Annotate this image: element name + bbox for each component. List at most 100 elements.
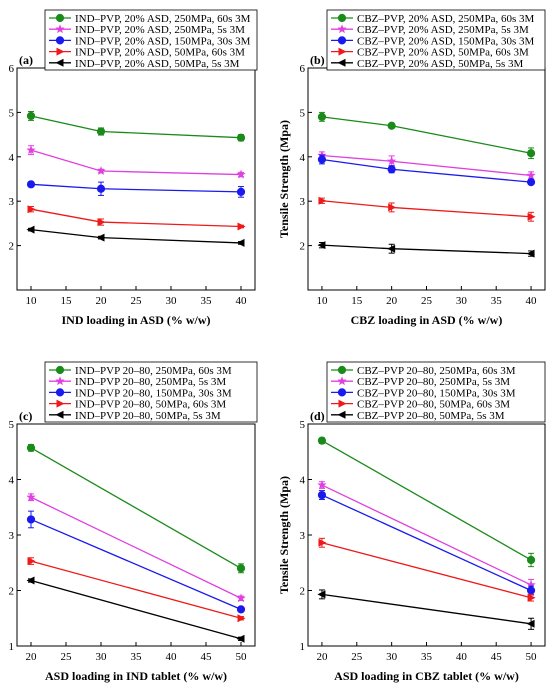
series-4 [318, 196, 536, 222]
x-tick-label: 20 [96, 295, 108, 307]
legend-marker [56, 399, 65, 408]
panel-label: (a) [19, 53, 33, 67]
plot-frame [16, 67, 256, 291]
x-tick-label: 45 [491, 651, 503, 663]
x-tick-label: 50 [526, 651, 538, 663]
legend-label: CBZ–PVP, 20% ASD, 50MPa, 60s 3M [357, 47, 529, 59]
series-1 [26, 443, 246, 574]
y-tick-label: 2 [300, 241, 306, 253]
series-line [30, 115, 242, 139]
x-tick-label: 25 [61, 651, 73, 663]
x-tick-label: 10 [26, 295, 38, 307]
data-point [96, 166, 106, 175]
x-tick-label: 25 [131, 295, 143, 307]
y-tick-label: 4 [9, 152, 15, 164]
plot-frame [307, 67, 546, 291]
legend-label: CBZ–PVP, 20% ASD, 250MPa, 60s 3M [357, 13, 534, 25]
data-point [26, 111, 36, 121]
series-5 [317, 589, 535, 630]
data-point [26, 180, 36, 189]
data-point [526, 170, 536, 180]
x-tick-label: 20 [26, 651, 38, 663]
data-point [26, 225, 35, 234]
x-tick-label: 15 [61, 295, 73, 307]
x-tick-label: 25 [351, 651, 363, 663]
legend: CBZ–PVP, 20% ASD, 250MPa, 60s 3MCBZ–PVP,… [326, 9, 546, 71]
data-point [526, 149, 536, 158]
x-tick-label: 35 [131, 651, 143, 663]
legend-marker [55, 388, 65, 397]
legend-marker [338, 399, 347, 408]
series-4 [27, 205, 246, 231]
legend-label: IND–PVP, 20% ASD, 50MPa, 5s 3M [75, 58, 240, 70]
data-point [526, 555, 536, 565]
legend-label: CBZ–PVP 20–80, 50MPa, 60s 3M [357, 399, 510, 411]
series-3 [317, 154, 536, 187]
y-tick-label: 2 [300, 586, 306, 598]
legend-marker [55, 376, 65, 386]
data-point [526, 178, 536, 187]
legend-label: IND–PVP 20–80, 250MPa, 60s 3M [75, 365, 232, 377]
x-tick-label: 40 [236, 295, 248, 307]
legend-label: IND–PVP 20–80, 150MPa, 30s 3M [75, 387, 232, 399]
y-tick-label: 2 [9, 586, 15, 598]
y-tick-label: 3 [9, 530, 15, 542]
legend-marker [337, 24, 347, 34]
y-tick-label: 5 [9, 107, 15, 119]
legend-marker [337, 13, 347, 23]
x-axis-title: ASD loading in CBZ tablet (% w/w) [334, 669, 519, 683]
data-point [526, 249, 535, 258]
x-tick-label: 45 [201, 651, 213, 663]
legend-marker [55, 365, 65, 375]
series-3 [317, 490, 536, 596]
legend-marker [337, 388, 347, 397]
legend-label: IND–PVP 20–80, 50MPa, 60s 3M [75, 399, 226, 411]
legend-label: IND–PVP, 20% ASD, 250MPa, 60s 3M [75, 13, 251, 25]
x-tick-label: 35 [421, 651, 433, 663]
data-point [97, 218, 106, 227]
series-1 [317, 111, 536, 160]
series-line [30, 496, 242, 599]
series-line [30, 518, 242, 610]
series-line [321, 200, 532, 218]
data-point [237, 614, 246, 623]
data-point [237, 222, 246, 231]
data-point [318, 538, 327, 547]
series-4 [27, 557, 246, 623]
data-point [386, 156, 397, 166]
x-tick-label: 40 [166, 651, 178, 663]
legend-label: IND–PVP, 20% ASD, 150MPa, 30s 3M [75, 35, 251, 47]
panel-label: (b) [310, 53, 325, 67]
data-point [26, 443, 36, 452]
x-tick-label: 15 [351, 295, 363, 307]
data-point [236, 593, 246, 603]
y-tick-label: 4 [9, 475, 15, 487]
series-line [30, 208, 242, 228]
legend-label: CBZ–PVP, 20% ASD, 150MPa, 30s 3M [357, 35, 534, 47]
legend-marker [55, 58, 64, 67]
x-tick-label: 30 [166, 295, 178, 307]
series-1 [317, 436, 536, 568]
series-line [321, 542, 532, 599]
legend-label: IND–PVP 20–80, 250MPa, 5s 3M [75, 376, 226, 388]
y-tick-label: 1 [300, 641, 306, 653]
data-point [317, 241, 326, 250]
series-line [321, 440, 532, 561]
data-point [27, 557, 36, 566]
legend-marker [55, 24, 65, 34]
legend-label: CBZ–PVP 20–80, 50MPa, 5s 3M [357, 410, 505, 422]
legend-label: CBZ–PVP, 20% ASD, 250MPa, 5s 3M [357, 24, 529, 36]
legend-label: IND–PVP, 20% ASD, 250MPa, 5s 3M [75, 24, 245, 36]
legend-frame [326, 9, 546, 71]
x-tick-label: 40 [526, 295, 538, 307]
data-point [318, 196, 327, 205]
data-point [317, 112, 327, 121]
x-tick-label: 10 [316, 295, 328, 307]
y-tick-label: 3 [9, 196, 15, 208]
y-tick-label: 3 [300, 196, 306, 208]
data-point [236, 605, 246, 614]
x-tick-label: 30 [456, 295, 468, 307]
